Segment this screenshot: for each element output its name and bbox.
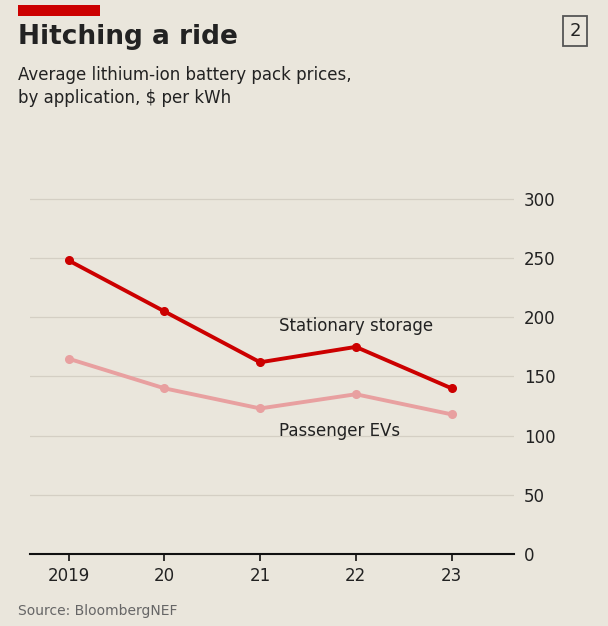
Text: Source: BloombergNEF: Source: BloombergNEF [18,605,178,618]
Text: 2: 2 [569,22,581,40]
Text: Passenger EVs: Passenger EVs [279,422,401,440]
Text: Average lithium-ion battery pack prices,
by application, $ per kWh: Average lithium-ion battery pack prices,… [18,66,352,107]
Text: Stationary storage: Stationary storage [279,317,434,334]
Text: Hitching a ride: Hitching a ride [18,24,238,50]
